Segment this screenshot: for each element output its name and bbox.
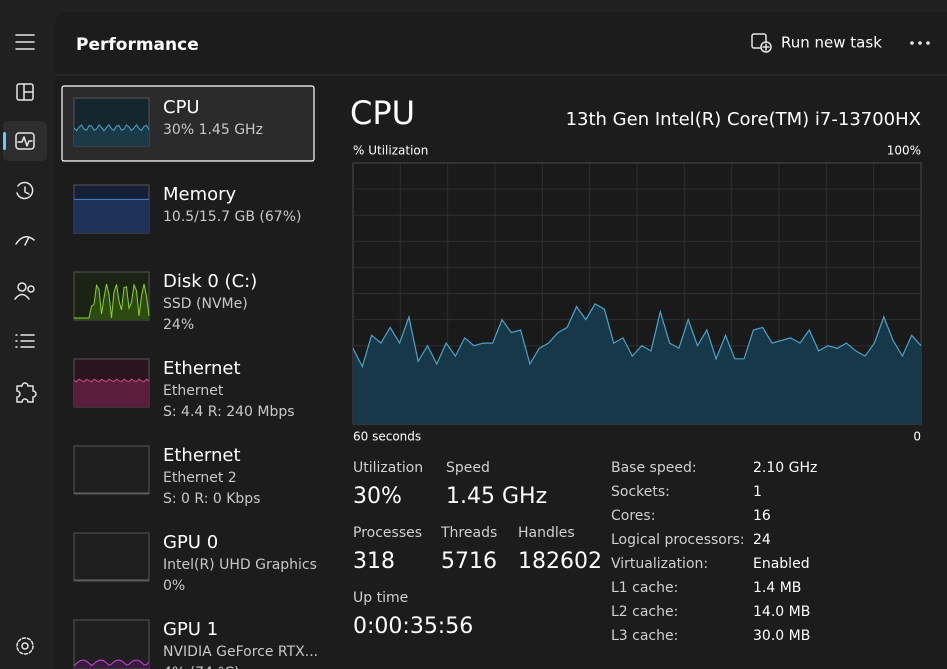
spec-value: 16 bbox=[753, 508, 771, 524]
users-nav[interactable] bbox=[14, 282, 35, 300]
thumbnail-line bbox=[73, 378, 150, 383]
item-name: Disk 0 (C:) bbox=[163, 271, 257, 292]
stat-value: 0:00:35:56 bbox=[353, 614, 473, 639]
spec-value: 1.4 MB bbox=[753, 580, 801, 596]
thumbnail-area bbox=[74, 284, 149, 320]
stat-value: 5716 bbox=[441, 549, 497, 574]
thumbnail-frame bbox=[73, 532, 150, 582]
item-detail: Intel(R) UHD Graphics bbox=[163, 557, 317, 573]
stat-label: Processes bbox=[353, 525, 422, 541]
item-detail: 10.5/15.7 GB (67%) bbox=[163, 209, 301, 225]
spec-value: 1 bbox=[753, 484, 762, 500]
spec-label: L3 cache: bbox=[611, 628, 678, 644]
performance-icon bbox=[15, 132, 35, 150]
thumbnail-area bbox=[74, 379, 149, 407]
services-nav[interactable] bbox=[16, 382, 37, 403]
run-task-icon bbox=[751, 33, 772, 53]
item-name: GPU 0 bbox=[163, 532, 218, 553]
sidebar-item[interactable]: CPU 30% 1.45 GHz bbox=[61, 85, 315, 162]
sidebar-item[interactable]: Ethernet Ethernet S: 4.4 R: 240 Mbps bbox=[73, 358, 295, 420]
spec-value: 14.0 MB bbox=[753, 604, 810, 620]
item-detail: SSD (NVMe) bbox=[163, 296, 248, 312]
menu-button[interactable] bbox=[15, 34, 35, 50]
item-detail: 0% bbox=[163, 578, 185, 594]
stat-label: Threads bbox=[440, 525, 497, 541]
sidebar-item[interactable]: Disk 0 (C:) SSD (NVMe) 24% bbox=[73, 271, 257, 333]
stat-label: Up time bbox=[353, 590, 408, 606]
nav-indicator bbox=[3, 132, 6, 150]
stat-value: 1.45 GHz bbox=[446, 484, 547, 509]
item-detail: S: 0 R: 0 Kbps bbox=[163, 491, 260, 507]
graph-x-start: 60 seconds bbox=[353, 430, 421, 444]
thumbnail-area bbox=[74, 124, 149, 146]
stat-label: Utilization bbox=[353, 460, 423, 476]
utilization-line bbox=[352, 303, 922, 369]
stat-label: Speed bbox=[446, 460, 490, 476]
sidebar-item[interactable]: Ethernet Ethernet 2 S: 0 R: 0 Kbps bbox=[73, 445, 260, 507]
item-name: GPU 1 bbox=[163, 619, 218, 640]
spec-label: Cores: bbox=[611, 508, 655, 524]
stat-value: 30% bbox=[353, 484, 402, 509]
sidebar-item[interactable]: Memory 10.5/15.7 GB (67%) bbox=[73, 184, 301, 234]
processes-nav[interactable] bbox=[16, 83, 34, 101]
settings-nav[interactable] bbox=[16, 637, 34, 655]
run-new-task-button[interactable]: Run new task bbox=[781, 34, 882, 52]
spec-label: L1 cache: bbox=[611, 580, 678, 596]
utilization-area bbox=[353, 303, 921, 424]
graph-y-label: % Utilization bbox=[353, 144, 428, 158]
graph-y-max: 100% bbox=[887, 144, 921, 158]
graph-x-end: 0 bbox=[913, 430, 921, 444]
spec-label: L2 cache: bbox=[611, 604, 678, 620]
sidebar-item[interactable]: GPU 1 NVIDIA GeForce RTX... 4% (74 °C) bbox=[73, 619, 318, 669]
item-detail: Ethernet 2 bbox=[163, 470, 237, 486]
spec-label: Virtualization: bbox=[611, 556, 708, 572]
thumbnail-line bbox=[73, 123, 150, 132]
spec-label: Sockets: bbox=[611, 484, 670, 500]
spec-value: 30.0 MB bbox=[753, 628, 810, 644]
item-detail: 30% 1.45 GHz bbox=[163, 122, 263, 138]
thumbnail-area bbox=[74, 199, 149, 233]
thumbnail-frame bbox=[73, 445, 150, 495]
detail-title: CPU bbox=[350, 94, 415, 132]
nav-rail bbox=[3, 34, 47, 655]
item-detail: NVIDIA GeForce RTX... bbox=[163, 644, 318, 660]
cpu-model: 13th Gen Intel(R) Core(TM) i7-13700HX bbox=[566, 109, 921, 130]
thumbnail-line bbox=[73, 659, 150, 667]
spec-label: Logical processors: bbox=[611, 532, 745, 548]
item-name: Ethernet bbox=[163, 358, 241, 379]
more-button[interactable] bbox=[910, 41, 930, 45]
item-detail: 4% (74 °C) bbox=[163, 665, 240, 669]
history-nav[interactable] bbox=[16, 181, 34, 200]
item-detail: S: 4.4 R: 240 Mbps bbox=[163, 404, 295, 420]
page-title: Performance bbox=[76, 35, 199, 55]
item-detail: 24% bbox=[163, 317, 194, 333]
thumbnail-line bbox=[74, 283, 150, 319]
item-name: CPU bbox=[163, 97, 200, 118]
spec-value: Enabled bbox=[753, 556, 810, 572]
item-name: Memory bbox=[163, 184, 237, 205]
spec-label: Base speed: bbox=[611, 460, 697, 476]
stat-label: Handles bbox=[518, 525, 575, 541]
item-name: Ethernet bbox=[163, 445, 241, 466]
stat-value: 182602 bbox=[518, 549, 602, 574]
sidebar-item[interactable]: GPU 0 Intel(R) UHD Graphics 0% bbox=[73, 532, 317, 594]
startup-nav[interactable] bbox=[15, 236, 35, 246]
item-detail: Ethernet bbox=[163, 383, 224, 399]
spec-value: 2.10 GHz bbox=[753, 460, 817, 476]
stat-value: 318 bbox=[353, 549, 395, 574]
spec-value: 24 bbox=[753, 532, 771, 548]
details-nav[interactable] bbox=[15, 334, 35, 348]
